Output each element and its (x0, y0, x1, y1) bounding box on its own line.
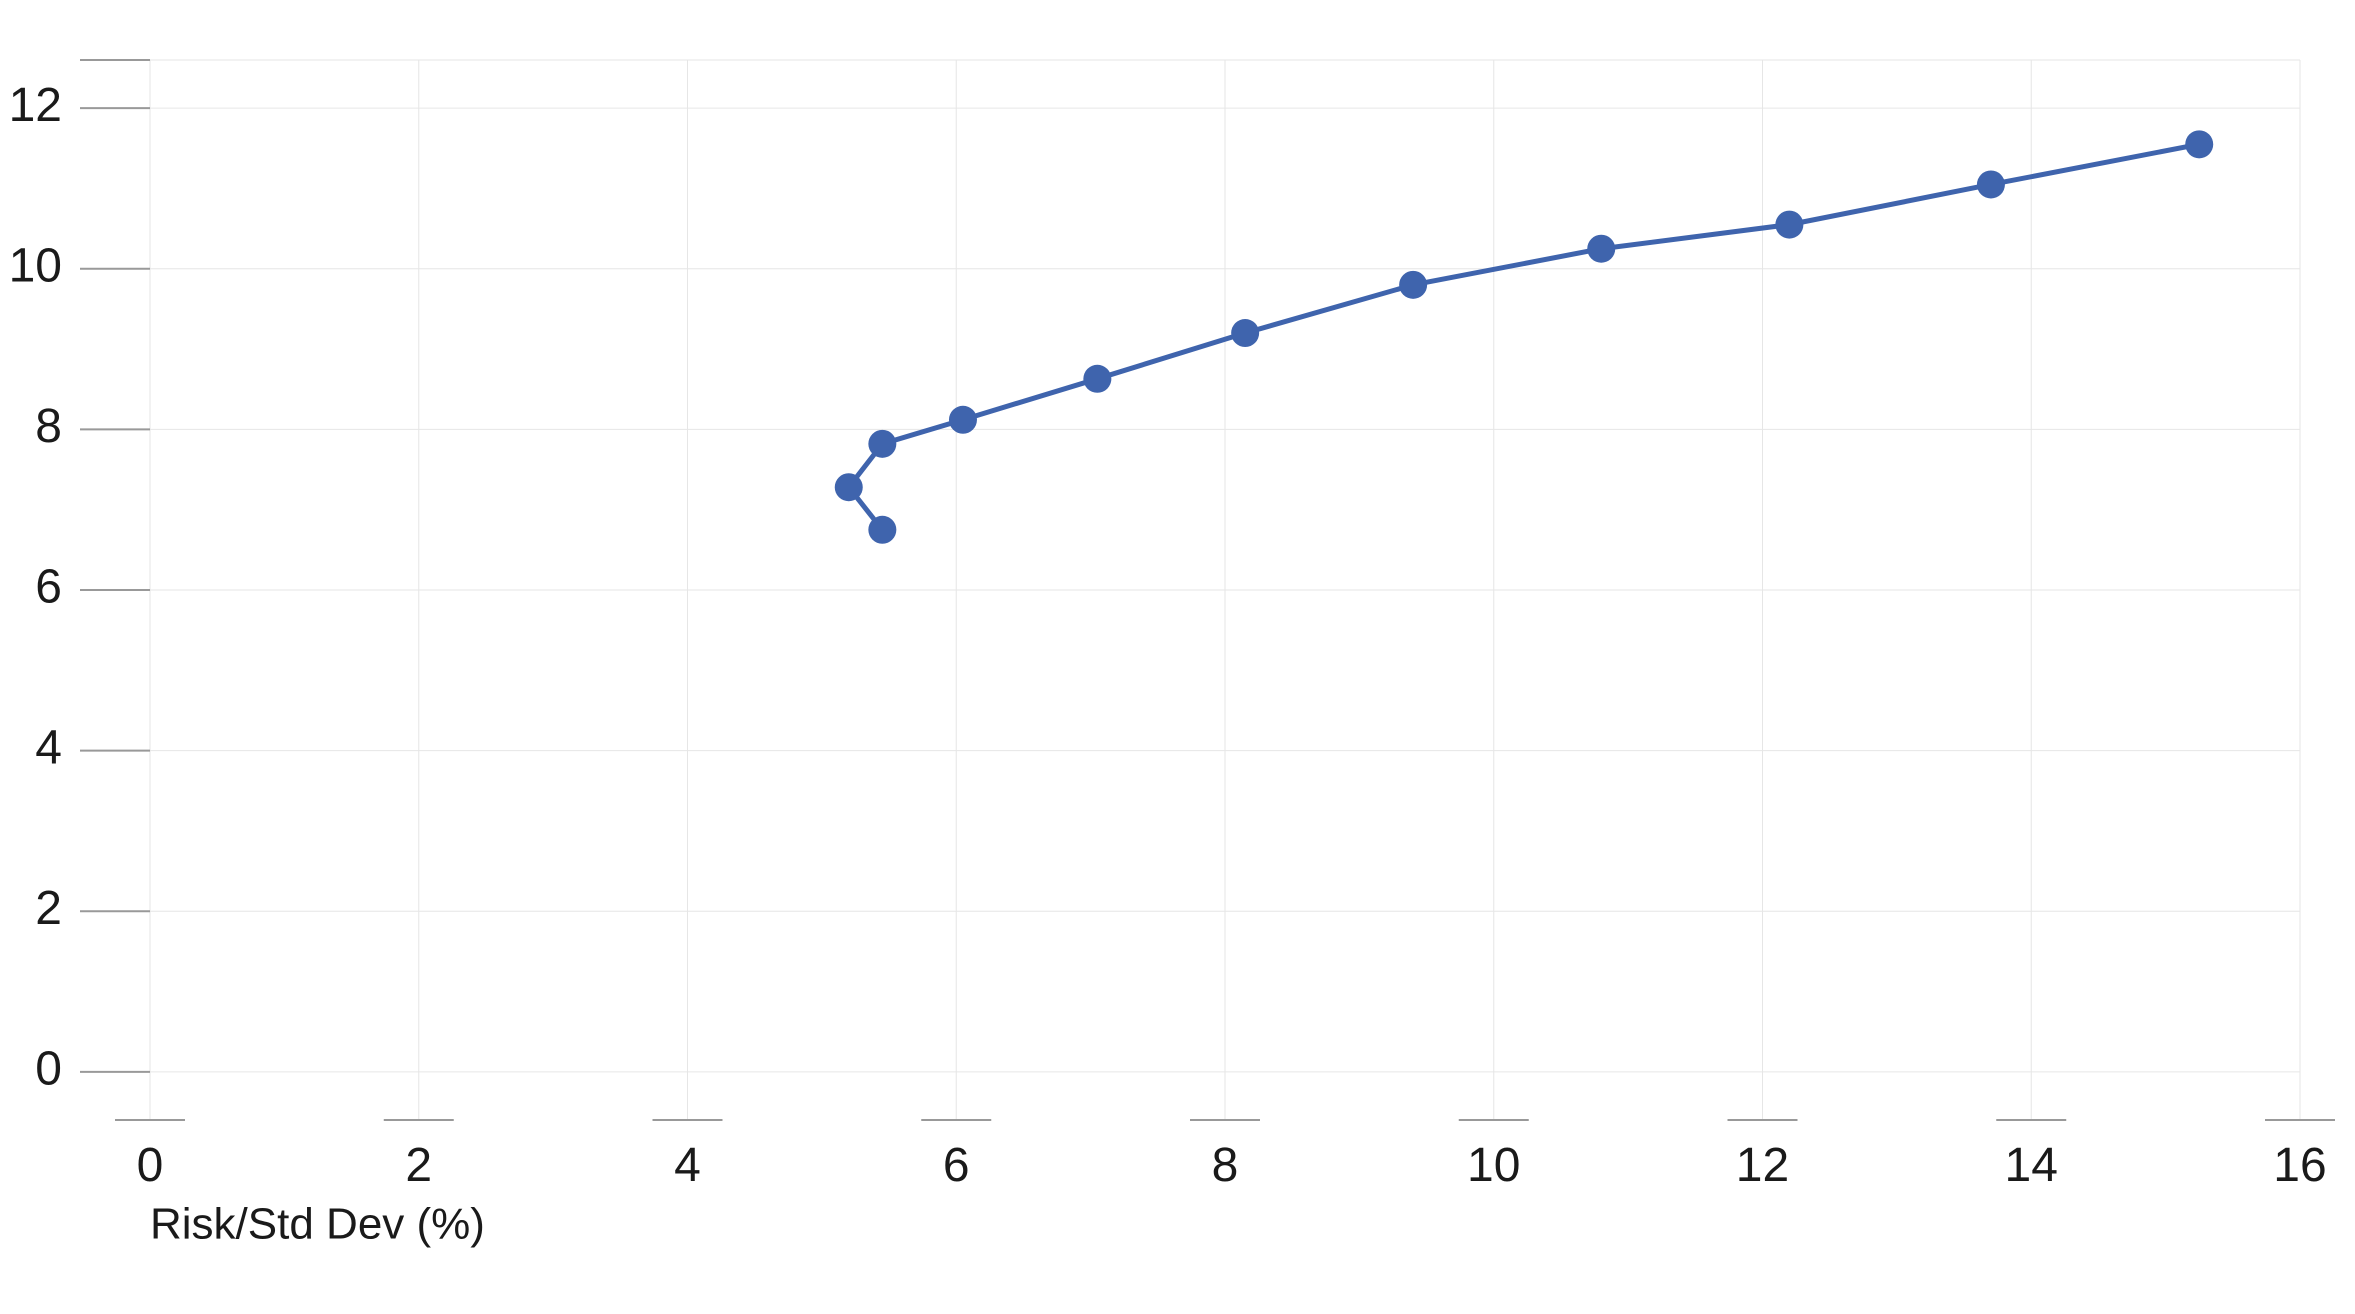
x-tick-label: 2 (405, 1139, 432, 1192)
series-point (1587, 235, 1615, 263)
series-point (949, 406, 977, 434)
series-point (1775, 211, 1803, 239)
x-axis-label: Risk/Std Dev (%) (150, 1199, 485, 1248)
chart-background (0, 0, 2355, 1314)
series-point (1977, 170, 2005, 198)
series-point (835, 473, 863, 501)
x-tick-label: 8 (1212, 1139, 1239, 1192)
x-tick-label: 0 (137, 1139, 164, 1192)
series-point (1399, 271, 1427, 299)
y-tick-label: 4 (35, 721, 62, 774)
chart-svg: 0246810120246810121416Return (%)Risk/Std… (0, 0, 2355, 1314)
efficient-frontier-chart: 0246810120246810121416Return (%)Risk/Std… (0, 0, 2355, 1314)
y-tick-label: 0 (35, 1042, 62, 1095)
series-point (1231, 319, 1259, 347)
x-tick-label: 10 (1467, 1139, 1520, 1192)
y-tick-label: 12 (9, 79, 62, 132)
series-point (2185, 130, 2213, 158)
x-tick-label: 6 (943, 1139, 970, 1192)
x-tick-label: 12 (1736, 1139, 1789, 1192)
y-tick-label: 10 (9, 239, 62, 292)
x-tick-label: 16 (2273, 1139, 2326, 1192)
y-tick-label: 2 (35, 882, 62, 935)
series-point (868, 516, 896, 544)
x-tick-label: 4 (674, 1139, 701, 1192)
y-tick-label: 8 (35, 400, 62, 453)
x-tick-label: 14 (2005, 1139, 2058, 1192)
series-point (868, 430, 896, 458)
y-tick-label: 6 (35, 561, 62, 614)
series-point (1083, 365, 1111, 393)
